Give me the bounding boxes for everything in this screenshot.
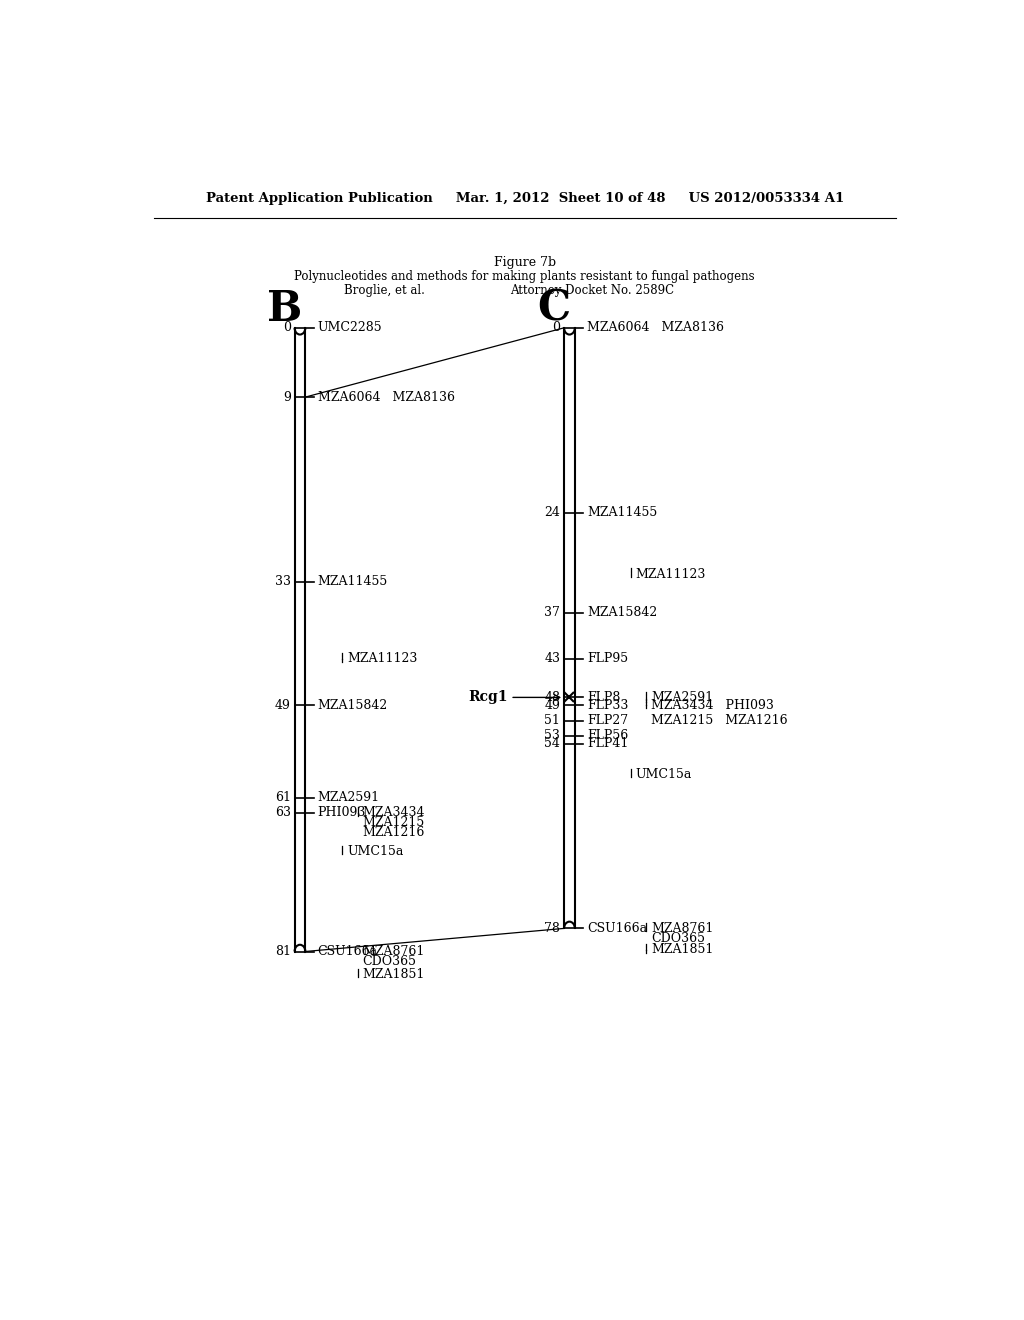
Text: FLP56: FLP56 [587,730,629,742]
Text: C: C [538,288,570,330]
Text: UMC15a: UMC15a [636,768,692,781]
Text: Rcg1: Rcg1 [468,690,508,705]
Text: MZA11455: MZA11455 [317,576,388,589]
Text: MZA1216: MZA1216 [362,826,425,840]
Text: 24: 24 [545,506,560,519]
Text: CSU166a: CSU166a [317,945,378,958]
Text: 63: 63 [274,807,291,820]
Text: 49: 49 [274,698,291,711]
Text: MZA11455: MZA11455 [587,506,657,519]
Text: 49: 49 [545,698,560,711]
Text: MZA2591: MZA2591 [317,791,380,804]
Text: 78: 78 [545,921,560,935]
Text: MZA15842: MZA15842 [317,698,388,711]
Text: Polynucleotides and methods for making plants resistant to fungal pathogens: Polynucleotides and methods for making p… [295,269,755,282]
Text: Attorney Docket No. 2589C: Attorney Docket No. 2589C [511,284,675,297]
Text: MZA1851: MZA1851 [651,944,714,957]
Text: MZA11123: MZA11123 [347,652,418,665]
Text: MZA1215: MZA1215 [362,816,425,829]
Text: MZA8761: MZA8761 [651,921,714,935]
Text: MZA11123: MZA11123 [636,568,707,581]
Text: UMC15a: UMC15a [347,845,403,858]
Text: FLP95: FLP95 [587,652,629,665]
Text: MZA1215   MZA1216: MZA1215 MZA1216 [651,714,787,727]
Text: MZA15842: MZA15842 [587,606,657,619]
Text: Figure 7b: Figure 7b [494,256,556,269]
Text: PHI093: PHI093 [317,807,366,820]
Text: Patent Application Publication     Mar. 1, 2012  Sheet 10 of 48     US 2012/0053: Patent Application Publication Mar. 1, 2… [206,191,844,205]
Text: MZA8761: MZA8761 [362,945,425,958]
Text: MZA2591: MZA2591 [651,690,713,704]
Text: MZA3434   PHI093: MZA3434 PHI093 [651,698,774,711]
Text: MZA6064   MZA8136: MZA6064 MZA8136 [587,321,724,334]
Text: FLP33: FLP33 [587,698,629,711]
Text: 61: 61 [274,791,291,804]
Text: 54: 54 [545,737,560,750]
Text: FLP41: FLP41 [587,737,629,750]
Text: 33: 33 [274,576,291,589]
Text: 37: 37 [545,606,560,619]
Text: MZA3434: MZA3434 [362,807,425,820]
Text: 9: 9 [283,391,291,404]
Text: CDO365: CDO365 [651,932,706,945]
Text: 53: 53 [545,730,560,742]
Text: FLP27: FLP27 [587,714,629,727]
Text: 0: 0 [283,321,291,334]
Text: 0: 0 [552,321,560,334]
Text: B: B [267,288,302,330]
Text: Broglie, et al.: Broglie, et al. [344,284,425,297]
Text: MZA6064   MZA8136: MZA6064 MZA8136 [317,391,455,404]
Text: UMC2285: UMC2285 [317,321,382,334]
Text: 43: 43 [544,652,560,665]
Text: 81: 81 [274,945,291,958]
Text: 51: 51 [545,714,560,727]
Text: MZA1851: MZA1851 [362,968,425,981]
Text: CSU166a: CSU166a [587,921,647,935]
Text: 48: 48 [544,690,560,704]
Text: CDO365: CDO365 [362,954,417,968]
Text: FLP8: FLP8 [587,690,621,704]
